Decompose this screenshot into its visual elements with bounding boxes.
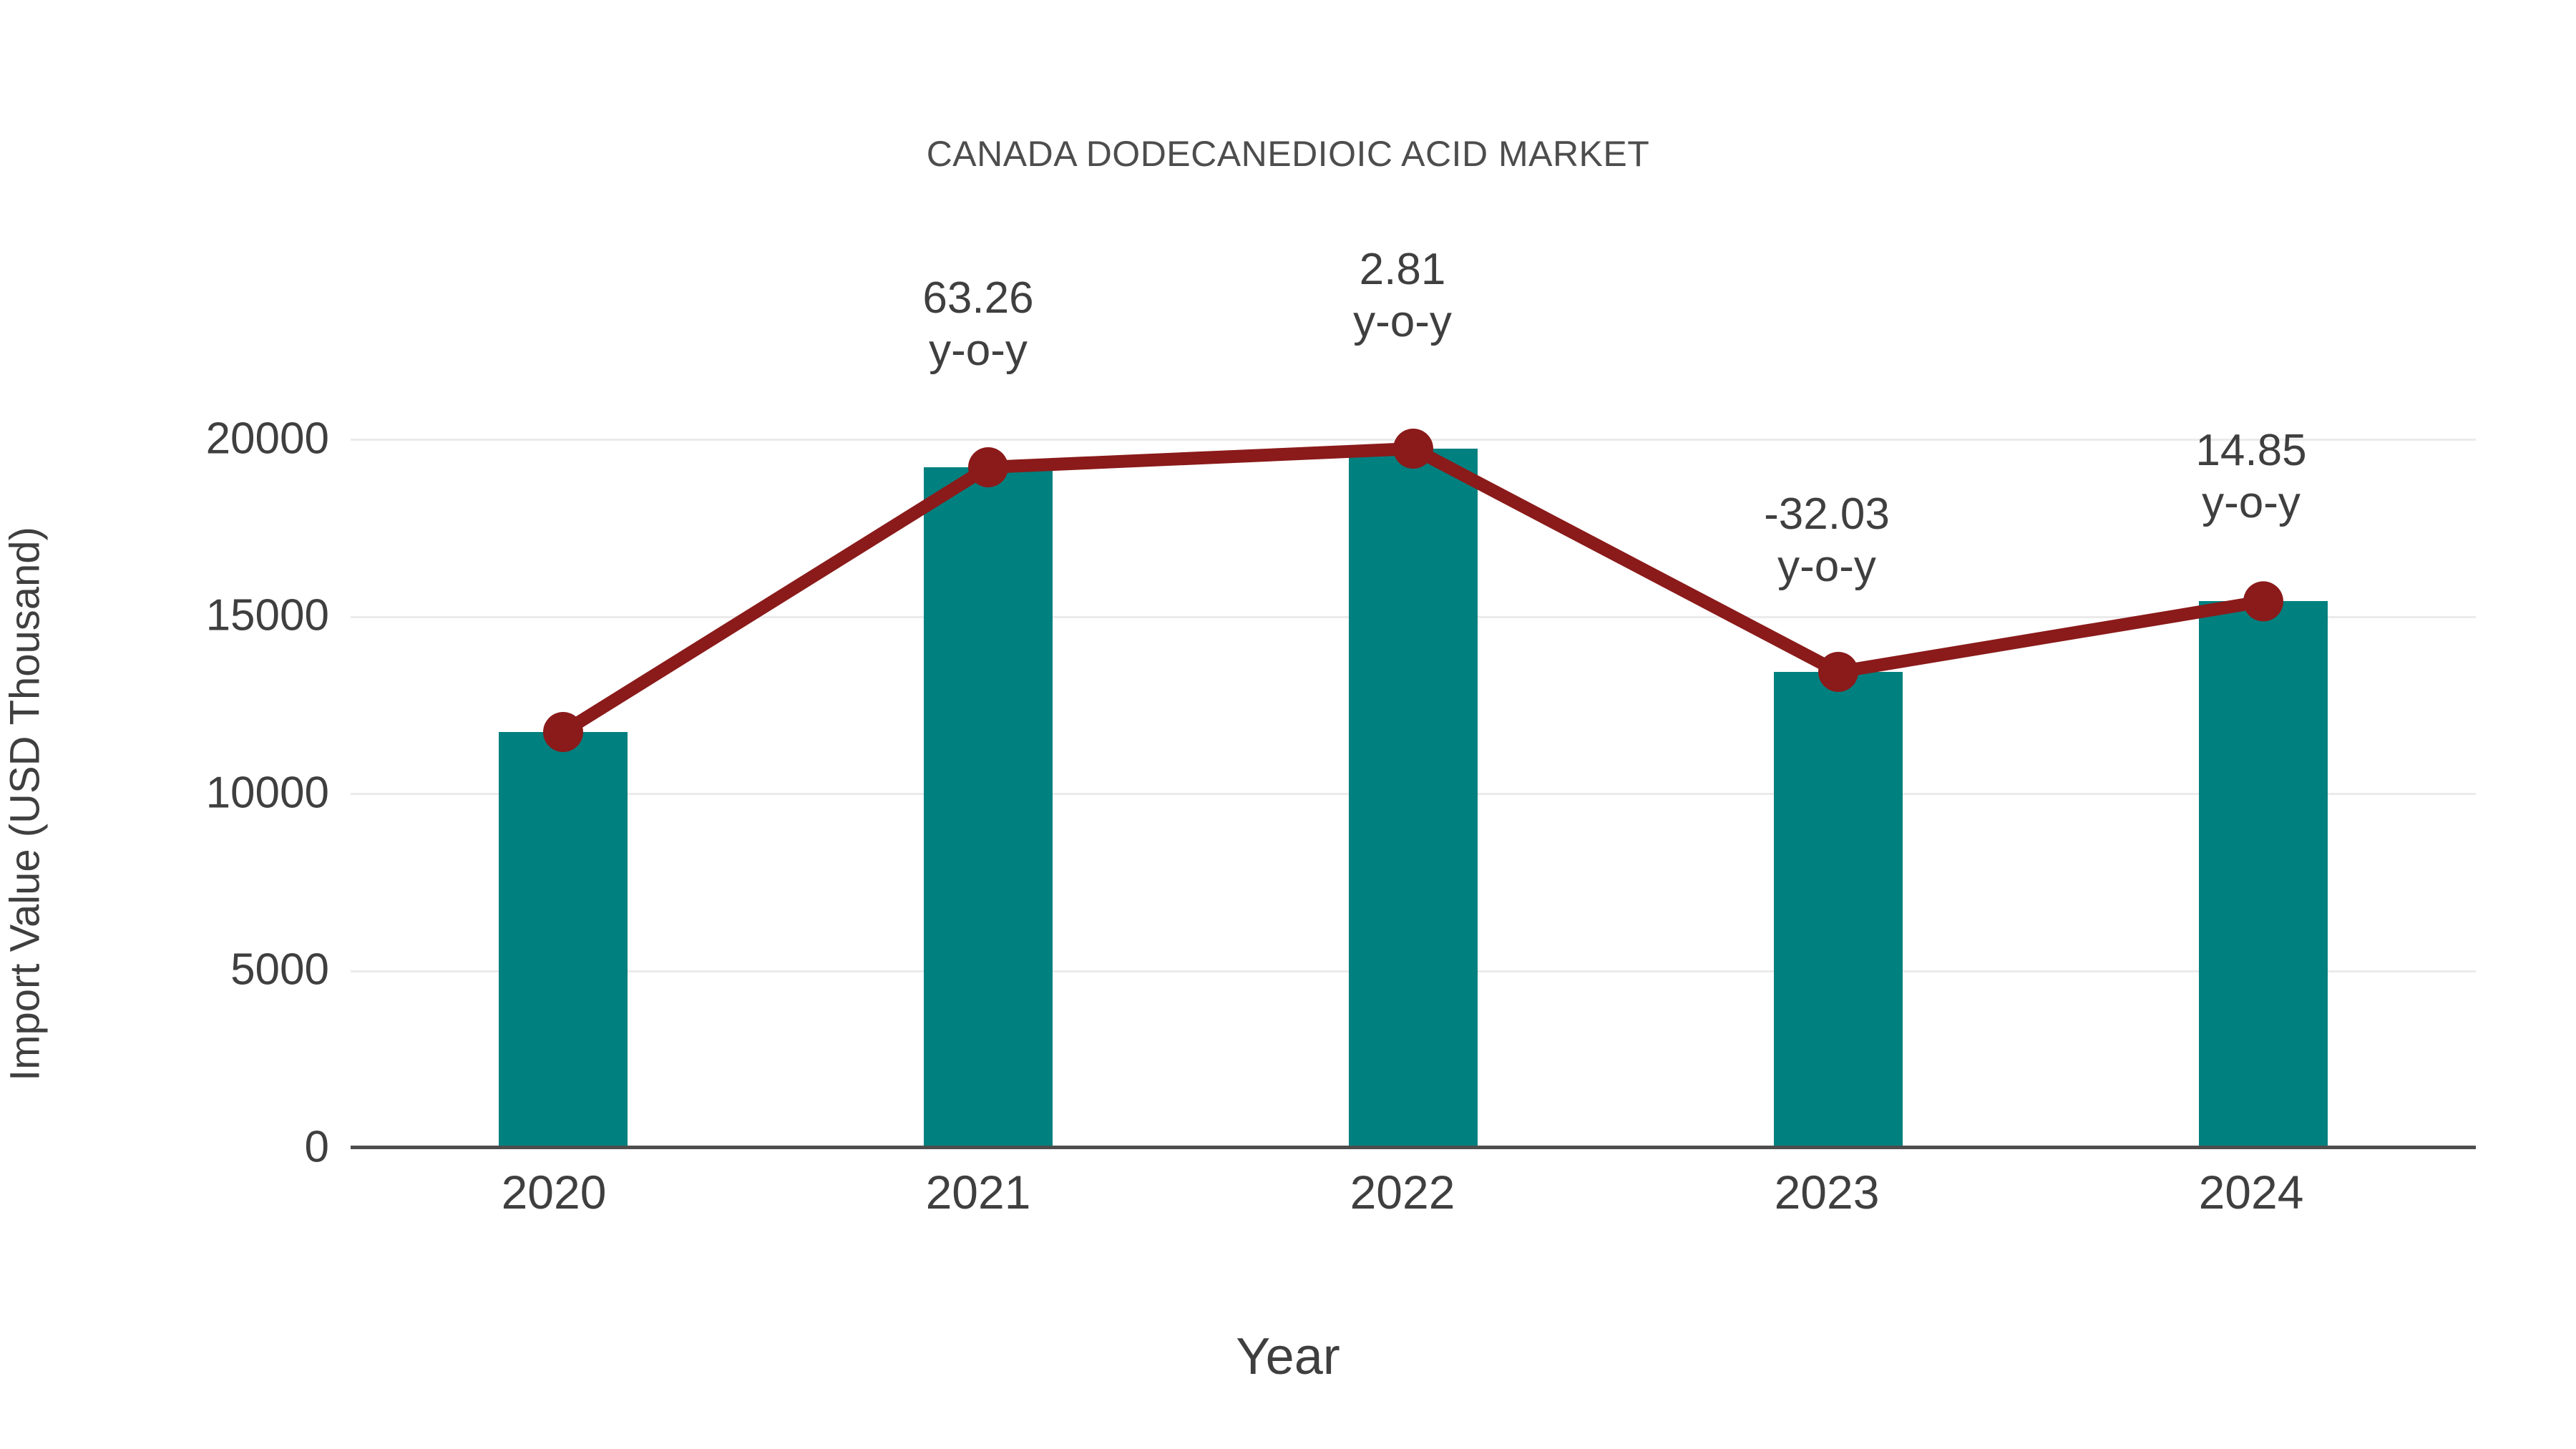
growth-value-2023: -32.03 (1764, 489, 1890, 539)
growth-unit-2024: y-o-y (2202, 478, 2301, 528)
x-axis-title: Year (1236, 1328, 1340, 1385)
growth-value-2024: 14.85 (2195, 426, 2307, 475)
x-tick-label-2020: 2020 (501, 1166, 607, 1219)
growth-value-2021: 63.26 (922, 273, 1034, 323)
growth-value-2022: 2.81 (1359, 245, 1446, 294)
y-tick-label-5000: 5000 (230, 945, 329, 995)
x-tick-label-2021: 2021 (925, 1166, 1031, 1219)
growth-label-2021: 63.26 y-o-y (922, 272, 1033, 376)
growth-label-2024: 14.85 y-o-y (2195, 424, 2306, 529)
y-tick-label-15000: 15000 (205, 590, 329, 640)
y-tick-label-0: 0 (304, 1122, 329, 1172)
growth-unit-2022: y-o-y (1353, 297, 1452, 347)
bar-2023[interactable] (1774, 672, 1903, 1147)
chart-title: CANADA DODECANEDIOIC ACID MARKET (926, 134, 1650, 174)
growth-unit-2023: y-o-y (1777, 542, 1876, 592)
x-tick-label-2022: 2022 (1350, 1166, 1455, 1219)
bar-2021[interactable] (924, 467, 1053, 1147)
x-axis-line (351, 1146, 2476, 1149)
y-tick-label-10000: 10000 (205, 768, 329, 818)
x-tick-label-2024: 2024 (2198, 1166, 2304, 1219)
growth-label-2023: -32.03 y-o-y (1764, 488, 1890, 592)
x-tick-label-2023: 2023 (1774, 1166, 1880, 1219)
bar-2022[interactable] (1349, 449, 1478, 1147)
y-tick-label-20000: 20000 (205, 414, 329, 464)
bar-2024[interactable] (2199, 601, 2328, 1147)
y-axis-title: Import Value (USD Thousand) (1, 527, 49, 1081)
bar-2020[interactable] (499, 732, 628, 1147)
growth-unit-2021: y-o-y (929, 326, 1028, 376)
growth-label-2022: 2.81 y-o-y (1353, 243, 1452, 348)
bars-layer (499, 449, 2328, 1147)
